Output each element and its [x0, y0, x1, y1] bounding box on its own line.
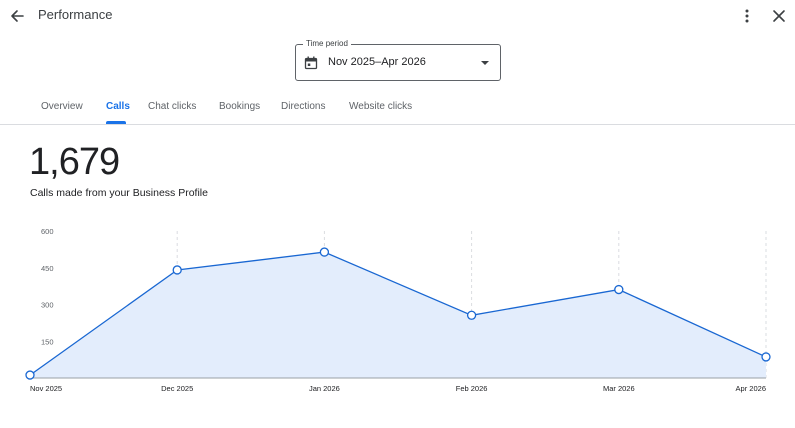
back-button[interactable] — [6, 5, 28, 27]
time-period-value: Nov 2025–Apr 2026 — [328, 56, 426, 68]
metric-tabs: Overview Calls Chat clicks Bookings Dire… — [0, 96, 795, 125]
x-tick-label: Apr 2026 — [736, 384, 766, 393]
x-tick-labels: Nov 2025 Dec 2025 Jan 2026 Feb 2026 Mar 2026… — [30, 384, 766, 393]
y-tick-label: 300 — [41, 301, 54, 310]
metric-value: 1,679 — [29, 141, 120, 183]
data-point — [614, 284, 624, 295]
x-tick-label: Jan 2026 — [309, 384, 340, 393]
arrow-back-icon — [11, 10, 24, 22]
tab-chat-clicks[interactable]: Chat clicks — [148, 101, 197, 112]
y-tick-label: 450 — [41, 264, 54, 273]
tab-calls[interactable]: Calls — [106, 101, 130, 112]
tab-bookings[interactable]: Bookings — [219, 101, 261, 112]
y-tick-label: 150 — [41, 337, 54, 346]
top-bar: Performance — [0, 0, 795, 32]
x-tick-label: Nov 2025 — [30, 384, 62, 393]
x-tick-label: Dec 2025 — [161, 384, 193, 393]
chart-area — [30, 252, 766, 378]
x-tick-label: Feb 2026 — [456, 384, 488, 393]
close-button[interactable] — [768, 5, 790, 27]
metric-caption: Calls made from your Business Profile — [30, 187, 208, 199]
tab-directions[interactable]: Directions — [281, 101, 326, 112]
y-tick-label: 600 — [41, 227, 54, 236]
calls-chart: 150 300 450 600 Nov 2025 Dec 2025 Jan 2026 Feb… — [25, 227, 771, 393]
data-point — [25, 370, 35, 380]
close-icon — [773, 10, 785, 22]
x-tick-label: Mar 2026 — [603, 384, 635, 393]
data-point — [319, 247, 330, 257]
dropdown-arrow-icon — [481, 61, 489, 65]
tab-overview[interactable]: Overview — [41, 101, 83, 112]
y-tick-labels: 150 300 450 600 — [41, 227, 54, 346]
time-period-select[interactable]: Time period Nov 2025–Apr 2026 — [295, 39, 501, 81]
active-tab-indicator — [106, 121, 126, 124]
data-point — [172, 265, 182, 275]
more-vert-icon — [745, 9, 749, 23]
chart-line — [29, 251, 767, 376]
tab-website-clicks[interactable]: Website clicks — [349, 101, 413, 112]
data-point — [466, 310, 477, 320]
calendar-icon — [304, 56, 318, 70]
time-period-label: Time period — [303, 39, 351, 49]
chart-points — [25, 247, 771, 380]
page-title: Performance — [38, 7, 113, 22]
data-point — [761, 352, 771, 362]
more-options-button[interactable] — [736, 5, 758, 27]
